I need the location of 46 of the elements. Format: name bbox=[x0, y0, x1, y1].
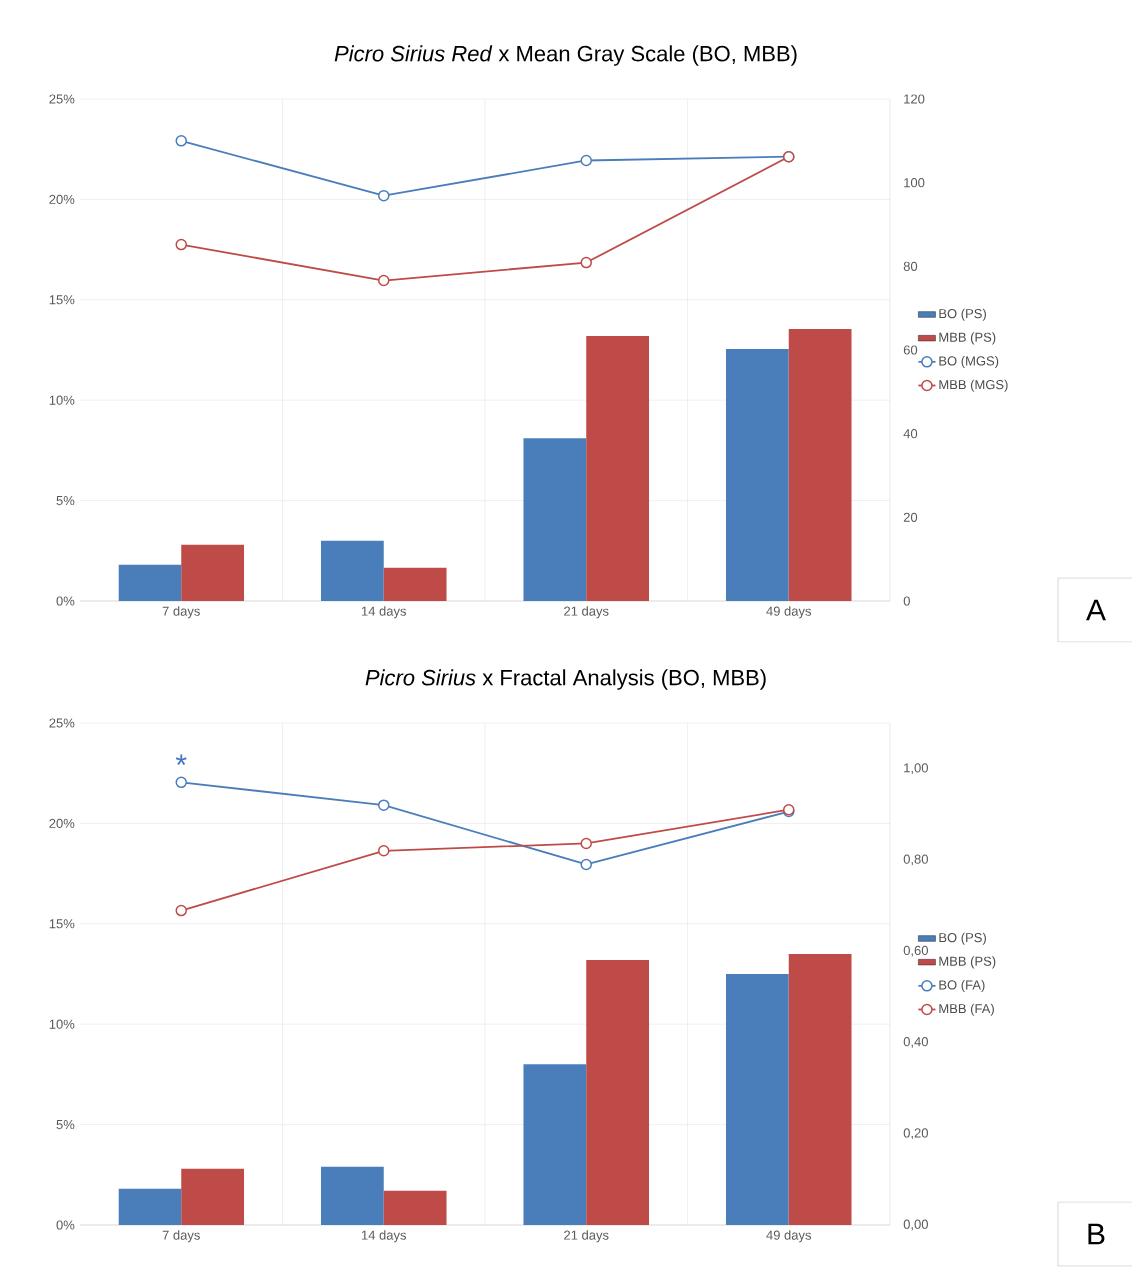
x-tick-label: 21 days bbox=[564, 1230, 609, 1243]
y2-tick-label: 0 bbox=[903, 596, 910, 606]
y-tick-label: 5% bbox=[56, 496, 75, 506]
y2-tick-label: 120 bbox=[904, 94, 925, 104]
y2-tick-label: 40 bbox=[903, 429, 918, 439]
y2-tick-label: 60 bbox=[903, 345, 918, 355]
legend-label: BO (PS) bbox=[939, 932, 986, 945]
x-tick-label: 14 days bbox=[361, 1230, 407, 1243]
y-tick-label: 10% bbox=[49, 395, 75, 405]
y-tick-label: 25% bbox=[49, 718, 75, 728]
legend-label: BO (PS) bbox=[939, 308, 986, 321]
legend-label: BO (MGS) bbox=[939, 355, 999, 369]
x-tick-label: 21 days bbox=[564, 606, 609, 619]
legend-label: BO (FA) bbox=[939, 979, 985, 993]
y-tick-label: 10% bbox=[49, 1019, 75, 1029]
y-tick-label: 15% bbox=[49, 295, 75, 305]
x-tick-label: 7 days bbox=[162, 1230, 200, 1243]
y2-tick-label: 20 bbox=[903, 512, 918, 522]
y2-tick-label: 0,40 bbox=[903, 1037, 928, 1048]
y2-tick-label: 80 bbox=[903, 261, 918, 271]
annotation: * bbox=[175, 754, 187, 766]
x-tick-label: 7 days bbox=[162, 606, 200, 619]
text: B bbox=[1088, 1223, 1105, 1245]
y2-tick-label: 0,00 bbox=[903, 1219, 928, 1231]
chart-title: Picro Sirius Red x Mean Gray Scale (BO, MBB) bbox=[334, 45, 797, 66]
y-tick-label: 20% bbox=[49, 818, 75, 828]
y-tick-label: 25% bbox=[49, 94, 75, 104]
y-tick-label: 20% bbox=[49, 194, 75, 204]
y2-tick-label: 0,20 bbox=[903, 1128, 928, 1140]
y2-tick-label: 0,60 bbox=[903, 945, 928, 957]
y2-tick-label: 0,80 bbox=[903, 854, 928, 866]
y-tick-label: 15% bbox=[49, 919, 75, 929]
y-tick-label: 5% bbox=[56, 1120, 75, 1130]
text: A bbox=[1086, 599, 1106, 621]
y-tick-label: 0% bbox=[56, 596, 75, 606]
chart-title: Picro Sirius x Fractal Analysis (BO, MBB) bbox=[365, 669, 766, 690]
legend-label: MBB (FA) bbox=[939, 1003, 994, 1016]
legend-label: MBB (PS) bbox=[939, 956, 996, 969]
x-tick-label: 49 days bbox=[766, 1230, 812, 1243]
legend-label: MBB (PS) bbox=[939, 332, 996, 345]
x-tick-label: 14 days bbox=[361, 606, 407, 619]
y2-tick-label: 100 bbox=[904, 178, 925, 188]
y-tick-label: 0% bbox=[56, 1220, 75, 1230]
y2-tick-label: 1,00 bbox=[904, 763, 928, 774]
x-tick-label: 49 days bbox=[766, 606, 812, 619]
legend-label: MBB (MGS) bbox=[939, 379, 1008, 392]
